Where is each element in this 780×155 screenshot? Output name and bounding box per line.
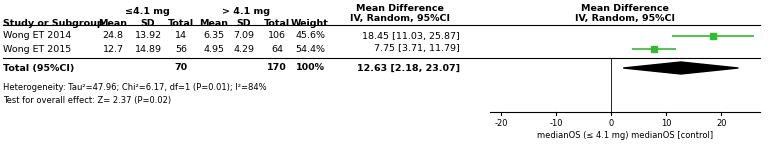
Text: 7.75 [3.71, 11.79]: 7.75 [3.71, 11.79] bbox=[374, 44, 460, 53]
Text: 14.89: 14.89 bbox=[134, 44, 161, 53]
Text: 170: 170 bbox=[267, 64, 287, 73]
Text: 12.7: 12.7 bbox=[102, 44, 123, 53]
Text: 13.92: 13.92 bbox=[134, 31, 161, 40]
Text: Weight: Weight bbox=[291, 19, 329, 28]
Text: 24.8: 24.8 bbox=[102, 31, 123, 40]
Text: Study or Subgroup: Study or Subgroup bbox=[3, 19, 104, 28]
Text: Wong ET 2014: Wong ET 2014 bbox=[3, 31, 71, 40]
Text: 64: 64 bbox=[271, 44, 283, 53]
Text: > 4.1 mg: > 4.1 mg bbox=[222, 7, 270, 16]
Text: 0: 0 bbox=[608, 119, 614, 128]
Text: 45.6%: 45.6% bbox=[295, 31, 325, 40]
Text: -10: -10 bbox=[549, 119, 563, 128]
Text: 14: 14 bbox=[175, 31, 187, 40]
Text: Mean: Mean bbox=[98, 19, 127, 28]
Text: Wong ET 2015: Wong ET 2015 bbox=[3, 44, 71, 53]
Text: 100%: 100% bbox=[296, 64, 324, 73]
Text: SD: SD bbox=[236, 19, 251, 28]
Text: 20: 20 bbox=[716, 119, 727, 128]
Text: ≤4.1 mg: ≤4.1 mg bbox=[125, 7, 169, 16]
Text: 70: 70 bbox=[175, 64, 187, 73]
Text: Total: Total bbox=[264, 19, 290, 28]
Text: 7.09: 7.09 bbox=[233, 31, 254, 40]
Text: 12.63 [2.18, 23.07]: 12.63 [2.18, 23.07] bbox=[357, 64, 460, 73]
Text: 6.35: 6.35 bbox=[204, 31, 225, 40]
Text: medianOS (≤ 4.1 mg) medianOS [control]: medianOS (≤ 4.1 mg) medianOS [control] bbox=[537, 131, 713, 140]
Text: 18.45 [11.03, 25.87]: 18.45 [11.03, 25.87] bbox=[362, 31, 460, 40]
Text: 4.95: 4.95 bbox=[204, 44, 225, 53]
Text: SD: SD bbox=[140, 19, 155, 28]
Text: Mean Difference
IV, Random, 95%CI: Mean Difference IV, Random, 95%CI bbox=[575, 4, 675, 23]
Text: Total (95%CI): Total (95%CI) bbox=[3, 64, 74, 73]
Text: Total: Total bbox=[168, 19, 194, 28]
Text: 4.29: 4.29 bbox=[233, 44, 254, 53]
Text: Test for overall effect: Z= 2.37 (P=0.02): Test for overall effect: Z= 2.37 (P=0.02… bbox=[3, 95, 171, 104]
Text: 10: 10 bbox=[661, 119, 672, 128]
Text: -20: -20 bbox=[495, 119, 508, 128]
Text: 56: 56 bbox=[175, 44, 187, 53]
Text: 54.4%: 54.4% bbox=[295, 44, 325, 53]
Text: Heterogeneity: Tau²=47.96; Chi²=6.17, df=1 (P=0.01); I²=84%: Heterogeneity: Tau²=47.96; Chi²=6.17, df… bbox=[3, 84, 267, 93]
Text: Mean: Mean bbox=[200, 19, 229, 28]
Polygon shape bbox=[623, 62, 739, 74]
Text: 106: 106 bbox=[268, 31, 286, 40]
Text: Mean Difference
IV, Random, 95%CI: Mean Difference IV, Random, 95%CI bbox=[350, 4, 450, 23]
